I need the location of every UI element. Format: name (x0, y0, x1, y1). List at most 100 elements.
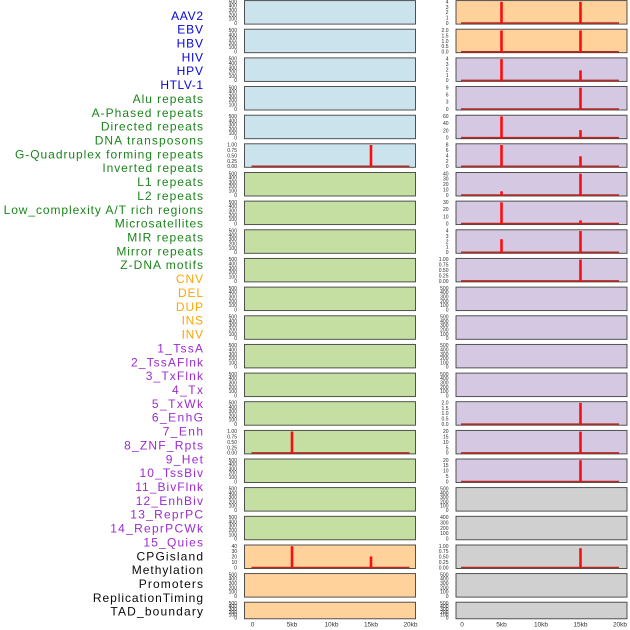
svg-text:20: 20 (443, 128, 449, 134)
svg-text:300: 300 (229, 37, 238, 43)
svg-text:200: 200 (440, 327, 449, 333)
svg-text:0.75: 0.75 (227, 435, 237, 441)
svg-text:100: 100 (229, 418, 238, 424)
svg-text:500: 500 (229, 28, 238, 34)
svg-text:200: 200 (229, 242, 238, 248)
svg-text:100: 100 (229, 246, 238, 252)
svg-text:60: 60 (443, 114, 449, 120)
svg-text:100: 100 (229, 360, 238, 366)
svg-text:12_EnhBiv: 12_EnhBiv (136, 494, 203, 508)
svg-text:200: 200 (229, 327, 238, 333)
svg-text:4: 4 (446, 0, 449, 5)
svg-text:1.00: 1.00 (439, 257, 449, 263)
svg-text:500: 500 (229, 486, 238, 492)
svg-text:3_TxFlnk: 3_TxFlnk (146, 369, 204, 383)
svg-text:400: 400 (229, 604, 238, 610)
svg-text:0: 0 (234, 250, 237, 256)
svg-text:2: 2 (446, 239, 449, 245)
svg-text:3: 3 (446, 5, 449, 11)
svg-text:100: 100 (440, 504, 449, 510)
svg-text:0: 0 (446, 616, 449, 622)
svg-text:100: 100 (229, 217, 238, 223)
svg-text:INS: INS (182, 314, 203, 328)
svg-text:0: 0 (234, 107, 237, 113)
svg-text:200: 200 (440, 356, 449, 362)
svg-text:500: 500 (440, 486, 449, 492)
svg-text:0.25: 0.25 (439, 273, 449, 279)
svg-text:0.50: 0.50 (439, 555, 449, 561)
svg-text:100: 100 (229, 332, 238, 338)
svg-text:0: 0 (234, 422, 237, 428)
svg-text:200: 200 (229, 356, 238, 362)
svg-text:0.00: 0.00 (227, 164, 237, 170)
svg-text:100: 100 (229, 17, 238, 23)
svg-text:500: 500 (440, 372, 449, 378)
svg-text:500: 500 (229, 114, 238, 120)
svg-text:400: 400 (229, 118, 238, 124)
svg-text:5: 5 (446, 445, 449, 451)
svg-text:300: 300 (229, 237, 238, 243)
svg-text:20kb: 20kb (403, 622, 417, 629)
svg-text:400: 400 (229, 577, 238, 583)
svg-text:200: 200 (229, 585, 238, 591)
svg-text:400: 400 (229, 176, 238, 182)
svg-text:500: 500 (229, 572, 238, 578)
svg-text:100: 100 (229, 532, 238, 538)
svg-text:500: 500 (440, 286, 449, 292)
svg-text:0: 0 (446, 136, 449, 142)
svg-text:100: 100 (440, 303, 449, 309)
svg-text:100: 100 (229, 131, 238, 137)
svg-text:100: 100 (229, 475, 238, 481)
svg-text:TAD_boundary: TAD_boundary (110, 605, 203, 619)
svg-text:0.5: 0.5 (442, 44, 449, 50)
svg-text:0: 0 (446, 479, 449, 485)
svg-text:0: 0 (446, 193, 449, 199)
svg-text:300: 300 (440, 323, 449, 329)
svg-text:0.75: 0.75 (227, 148, 237, 154)
svg-text:400: 400 (229, 491, 238, 497)
svg-text:0: 0 (460, 622, 464, 629)
svg-text:6: 6 (446, 148, 449, 154)
svg-text:500: 500 (440, 572, 449, 578)
svg-text:200: 200 (440, 610, 449, 616)
svg-text:0: 0 (446, 307, 449, 313)
svg-text:2.0: 2.0 (442, 28, 449, 34)
svg-text:0.00: 0.00 (227, 451, 237, 457)
svg-text:14_ReprPCWk: 14_ReprPCWk (110, 522, 204, 536)
svg-text:200: 200 (440, 526, 449, 532)
svg-text:100: 100 (440, 389, 449, 395)
svg-text:0.75: 0.75 (439, 263, 449, 269)
svg-text:500: 500 (229, 515, 238, 521)
svg-text:300: 300 (229, 381, 238, 387)
svg-text:0: 0 (234, 78, 237, 84)
svg-text:0: 0 (446, 336, 449, 342)
svg-text:G-Quadruplex forming repeats: G-Quadruplex forming repeats (15, 147, 203, 161)
svg-text:Methylation: Methylation (132, 563, 203, 577)
svg-text:AAV2: AAV2 (171, 9, 203, 23)
svg-text:500: 500 (229, 200, 238, 206)
svg-text:5_TxWk: 5_TxWk (152, 397, 204, 411)
svg-text:100: 100 (440, 613, 449, 619)
svg-text:0: 0 (251, 622, 255, 629)
svg-text:DNA transposons: DNA transposons (95, 134, 203, 148)
svg-text:40: 40 (231, 544, 237, 550)
svg-text:A-Phased repeats: A-Phased repeats (92, 106, 203, 120)
svg-text:3: 3 (446, 62, 449, 68)
svg-text:200: 200 (229, 184, 238, 190)
svg-text:0.25: 0.25 (227, 159, 237, 165)
svg-text:Z-DNA motifs: Z-DNA motifs (120, 258, 203, 272)
svg-text:5kb: 5kb (287, 622, 298, 629)
svg-text:1.0: 1.0 (442, 411, 449, 417)
svg-text:400: 400 (229, 462, 238, 468)
svg-text:0: 0 (234, 565, 237, 571)
svg-text:300: 300 (229, 8, 238, 14)
svg-text:1: 1 (446, 16, 449, 22)
svg-text:6: 6 (446, 93, 449, 99)
svg-text:0: 0 (446, 21, 449, 27)
svg-text:10: 10 (443, 440, 449, 446)
svg-text:1.0: 1.0 (442, 39, 449, 45)
svg-text:0: 0 (446, 365, 449, 371)
svg-text:40: 40 (443, 171, 449, 177)
svg-text:200: 200 (229, 385, 238, 391)
svg-text:200: 200 (229, 528, 238, 534)
